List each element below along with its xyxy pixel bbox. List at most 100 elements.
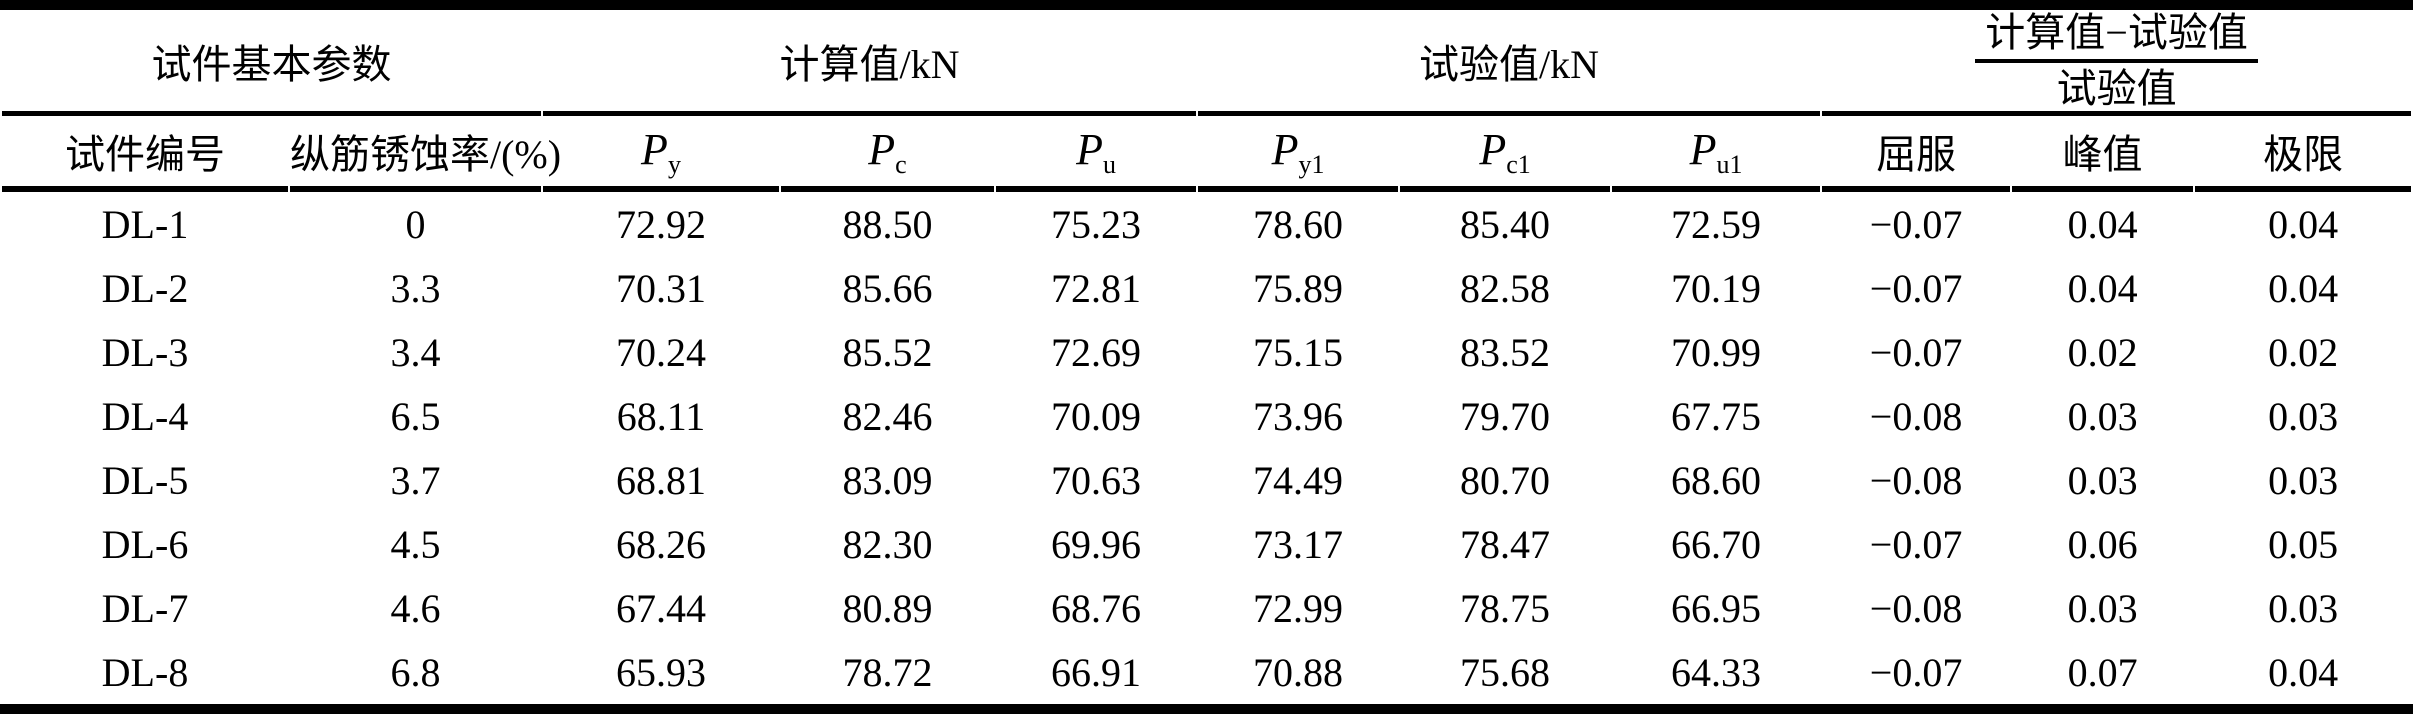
value-cell: 66.91 [1051,649,1142,695]
column-header-Pu1: Pu1 [1612,116,1821,192]
value-cell: 70.63 [1051,457,1142,503]
column-header-row: 试件编号 纵筋锈蚀率/(%) Py Pc Pu Py1 Pc1 P [2,116,2412,192]
column-header-peak: 峰值 [2012,116,2194,192]
column-header-specimen-id: 试件编号 [2,116,288,192]
symbol-subscript: u1 [1716,150,1743,179]
value-cell: 80.89 [842,585,933,631]
ratio-fraction-denominator: 试验值 [2056,65,2177,111]
value-cell: 75.68 [1460,649,1551,695]
value-cell: −0.08 [1869,585,1963,631]
value-cell: 83.52 [1460,329,1551,375]
table-row: DL-2 3.3 70.31 85.66 72.81 75.89 82.58 70.19 −0.… [2,256,2411,320]
value-cell: 72.92 [616,201,706,247]
group-header-test-values-label: 试验值/kN [1419,41,1600,87]
value-cell: 82.46 [842,393,933,439]
value-cell: 67.44 [616,585,706,631]
value-cell: 68.76 [1051,585,1142,631]
value-cell: 82.58 [1460,265,1551,311]
table-row: DL-6 4.5 68.26 82.30 69.96 73.17 78.47 66.70 −0.… [2,512,2411,576]
column-header-Pc1: Pc1 [1400,116,1611,192]
table-row: DL-7 4.6 67.44 80.89 68.76 72.99 78.75 66.95 −0.… [2,576,2411,640]
table-header: 试件基本参数 计算值/kN 试验值/kN 计算值−试验值 试验值 试件编号 纵筋 [2,10,2412,192]
specimen-id-cell: DL-7 [101,585,189,631]
value-cell: 78.60 [1253,201,1344,247]
value-cell: 67.75 [1671,393,1762,439]
value-cell: 70.09 [1051,393,1142,439]
table-row: DL-4 6.5 68.11 82.46 70.09 73.96 79.70 67.75 −0.… [2,384,2411,448]
value-cell: 3.7 [390,457,441,503]
value-cell: 80.70 [1460,457,1551,503]
value-cell: 0.07 [2067,649,2138,695]
value-cell: 0.04 [2268,649,2339,695]
value-cell: 68.81 [616,457,706,503]
value-cell: 0.02 [2067,329,2138,375]
column-header-Py: Py [543,116,779,192]
specimen-id-cell: DL-1 [101,201,189,247]
table-top-rule [0,0,2413,10]
value-cell: −0.07 [1869,521,1963,567]
value-cell: 3.4 [390,329,441,375]
symbol-subscript: c [895,150,907,179]
specimen-id-cell: DL-8 [101,649,189,695]
group-header-basic-params-label: 试件基本参数 [151,41,392,87]
value-cell: 0.03 [2268,585,2339,631]
value-cell: −0.07 [1869,265,1963,311]
value-cell: 0.04 [2268,201,2339,247]
results-table: 试件基本参数 计算值/kN 试验值/kN 计算值−试验值 试验值 试件编号 纵筋 [0,10,2413,704]
value-cell: 70.99 [1671,329,1762,375]
value-cell: 85.52 [842,329,933,375]
value-cell: 72.99 [1253,585,1344,631]
value-cell: −0.07 [1869,329,1963,375]
value-cell: 88.50 [842,201,933,247]
value-cell: 0.04 [2268,265,2339,311]
value-cell: 0 [405,201,426,247]
table-row: DL-8 6.8 65.93 78.72 66.91 70.88 75.68 64.33 −0.… [2,640,2411,704]
symbol-base: P [868,125,896,174]
value-cell: 0.05 [2268,521,2339,567]
group-header-calculated-values-label: 计算值/kN [779,41,960,87]
value-cell: 0.04 [2067,265,2138,311]
specimen-id-cell: DL-5 [101,457,189,503]
value-cell: 0.03 [2268,457,2339,503]
column-header-Pc: Pc [781,116,994,192]
value-cell: 78.47 [1460,521,1551,567]
value-cell: 70.31 [616,265,706,311]
value-cell: 0.03 [2067,585,2138,631]
value-cell: 68.11 [616,393,706,439]
value-cell: 0.03 [2067,393,2138,439]
symbol-base: P [1689,125,1717,174]
value-cell: 64.33 [1671,649,1762,695]
value-cell: 72.81 [1051,265,1142,311]
value-cell: 85.66 [842,265,933,311]
value-cell: 66.70 [1671,521,1762,567]
value-cell: 0.03 [2268,393,2339,439]
table-row: DL-5 3.7 68.81 83.09 70.63 74.49 80.70 68.60 −0.… [2,448,2411,512]
group-header-ratio: 计算值−试验值 试验值 [1822,10,2412,116]
specimen-id-cell: DL-2 [101,265,189,311]
value-cell: 0.04 [2067,201,2138,247]
value-cell: 78.75 [1460,585,1551,631]
value-cell: 73.17 [1253,521,1344,567]
value-cell: 4.6 [390,585,441,631]
value-cell: 85.40 [1460,201,1551,247]
column-header-Pu: Pu [996,116,1197,192]
group-header-calculated-values: 计算值/kN [543,10,1197,116]
table-row: DL-3 3.4 70.24 85.52 72.69 75.15 83.52 70.99 −0.… [2,320,2411,384]
table-row: DL-1 0 72.92 88.50 75.23 78.60 85.40 72.59 −0.07… [2,192,2411,256]
ratio-fraction: 计算值−试验值 试验值 [1975,11,2258,111]
symbol-base: P [1076,125,1103,174]
specimen-id-cell: DL-4 [101,393,189,439]
symbol-base: P [641,125,668,174]
value-cell: 72.59 [1671,201,1762,247]
value-cell: 0.02 [2268,329,2339,375]
value-cell: −0.08 [1869,457,1963,503]
table-bottom-rule [0,704,2413,714]
value-cell: −0.07 [1869,649,1963,695]
symbol-subscript: y [667,150,681,179]
column-header-corrosion-rate: 纵筋锈蚀率/(%) [290,116,561,192]
value-cell: 0.06 [2067,521,2138,567]
ratio-fraction-numerator: 计算值−试验值 [1975,11,2258,63]
value-cell: 65.93 [616,649,706,695]
value-cell: 75.89 [1253,265,1344,311]
value-cell: 6.5 [390,393,441,439]
